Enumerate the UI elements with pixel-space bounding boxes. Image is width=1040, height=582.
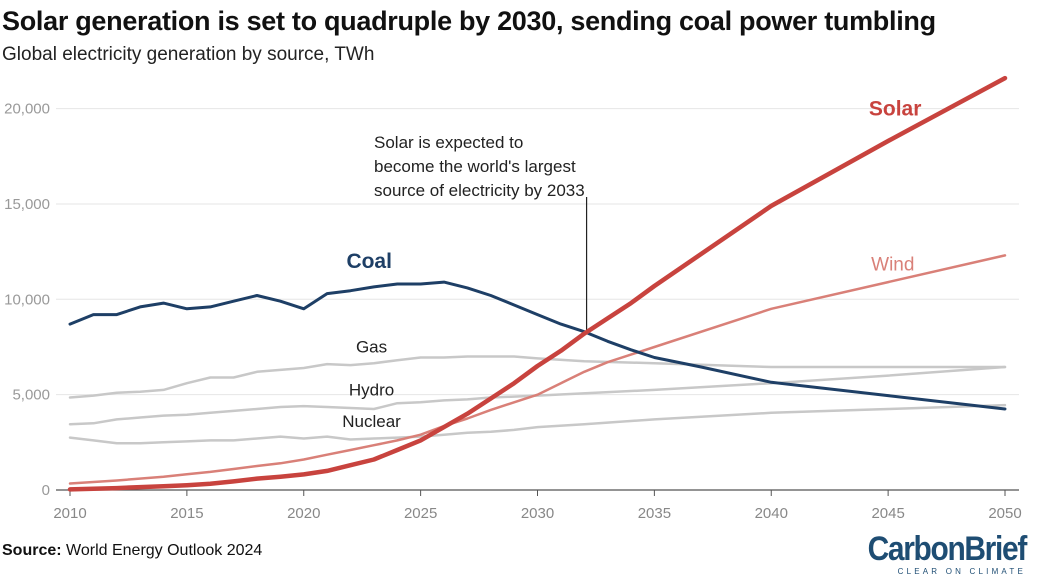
series-label-wind: Wind	[871, 255, 914, 276]
series-line-coal	[68, 280, 1007, 411]
annotation-text: become the world's largest	[374, 157, 576, 176]
chart-title: Solar generation is set to quadruple by …	[2, 6, 936, 36]
carbonbrief-logo: CarbonBrief CLEAR ON CLIMATE	[846, 530, 1028, 576]
source-label: Source:	[2, 542, 62, 559]
y-tick-label: 10,000	[4, 291, 50, 308]
y-tick-label: 20,000	[4, 101, 50, 118]
series-label-hydro: Hydro	[349, 381, 394, 400]
series-line-wind	[68, 254, 1007, 485]
series-line-nuclear	[68, 403, 1007, 445]
series-line-solar	[67, 75, 1008, 492]
source-text: World Energy Outlook 2024	[66, 542, 263, 559]
x-tick-label: 2020	[287, 505, 320, 522]
x-tick-label: 2040	[755, 505, 788, 522]
logo-wordmark: CarbonBrief	[867, 530, 1028, 568]
x-tick-label: 2035	[638, 505, 671, 522]
x-tick-label: 2050	[988, 505, 1021, 522]
series-label-nuclear: Nuclear	[342, 412, 401, 431]
annotation-text: source of electricity by 2033	[374, 181, 585, 200]
series-label-solar: Solar	[869, 97, 922, 120]
x-tick-label: 2010	[53, 505, 86, 522]
series-label-coal: Coal	[346, 250, 392, 273]
x-tick-label: 2015	[170, 505, 203, 522]
y-tick-label: 0	[42, 482, 50, 499]
series-line-gas	[68, 355, 1007, 399]
logo-tagline: CLEAR ON CLIMATE	[897, 567, 1026, 576]
y-tick-label: 15,000	[4, 196, 50, 213]
chart-subtitle: Global electricity generation by source,…	[2, 44, 375, 65]
x-tick-label: 2045	[871, 505, 904, 522]
series-label-gas: Gas	[356, 338, 387, 357]
annotation-text: Solar is expected to	[374, 133, 523, 152]
x-tick-label: 2025	[404, 505, 437, 522]
x-tick-label: 2030	[521, 505, 554, 522]
y-tick-label: 5,000	[12, 387, 50, 404]
source-note: Source: World Energy Outlook 2024	[2, 542, 262, 560]
